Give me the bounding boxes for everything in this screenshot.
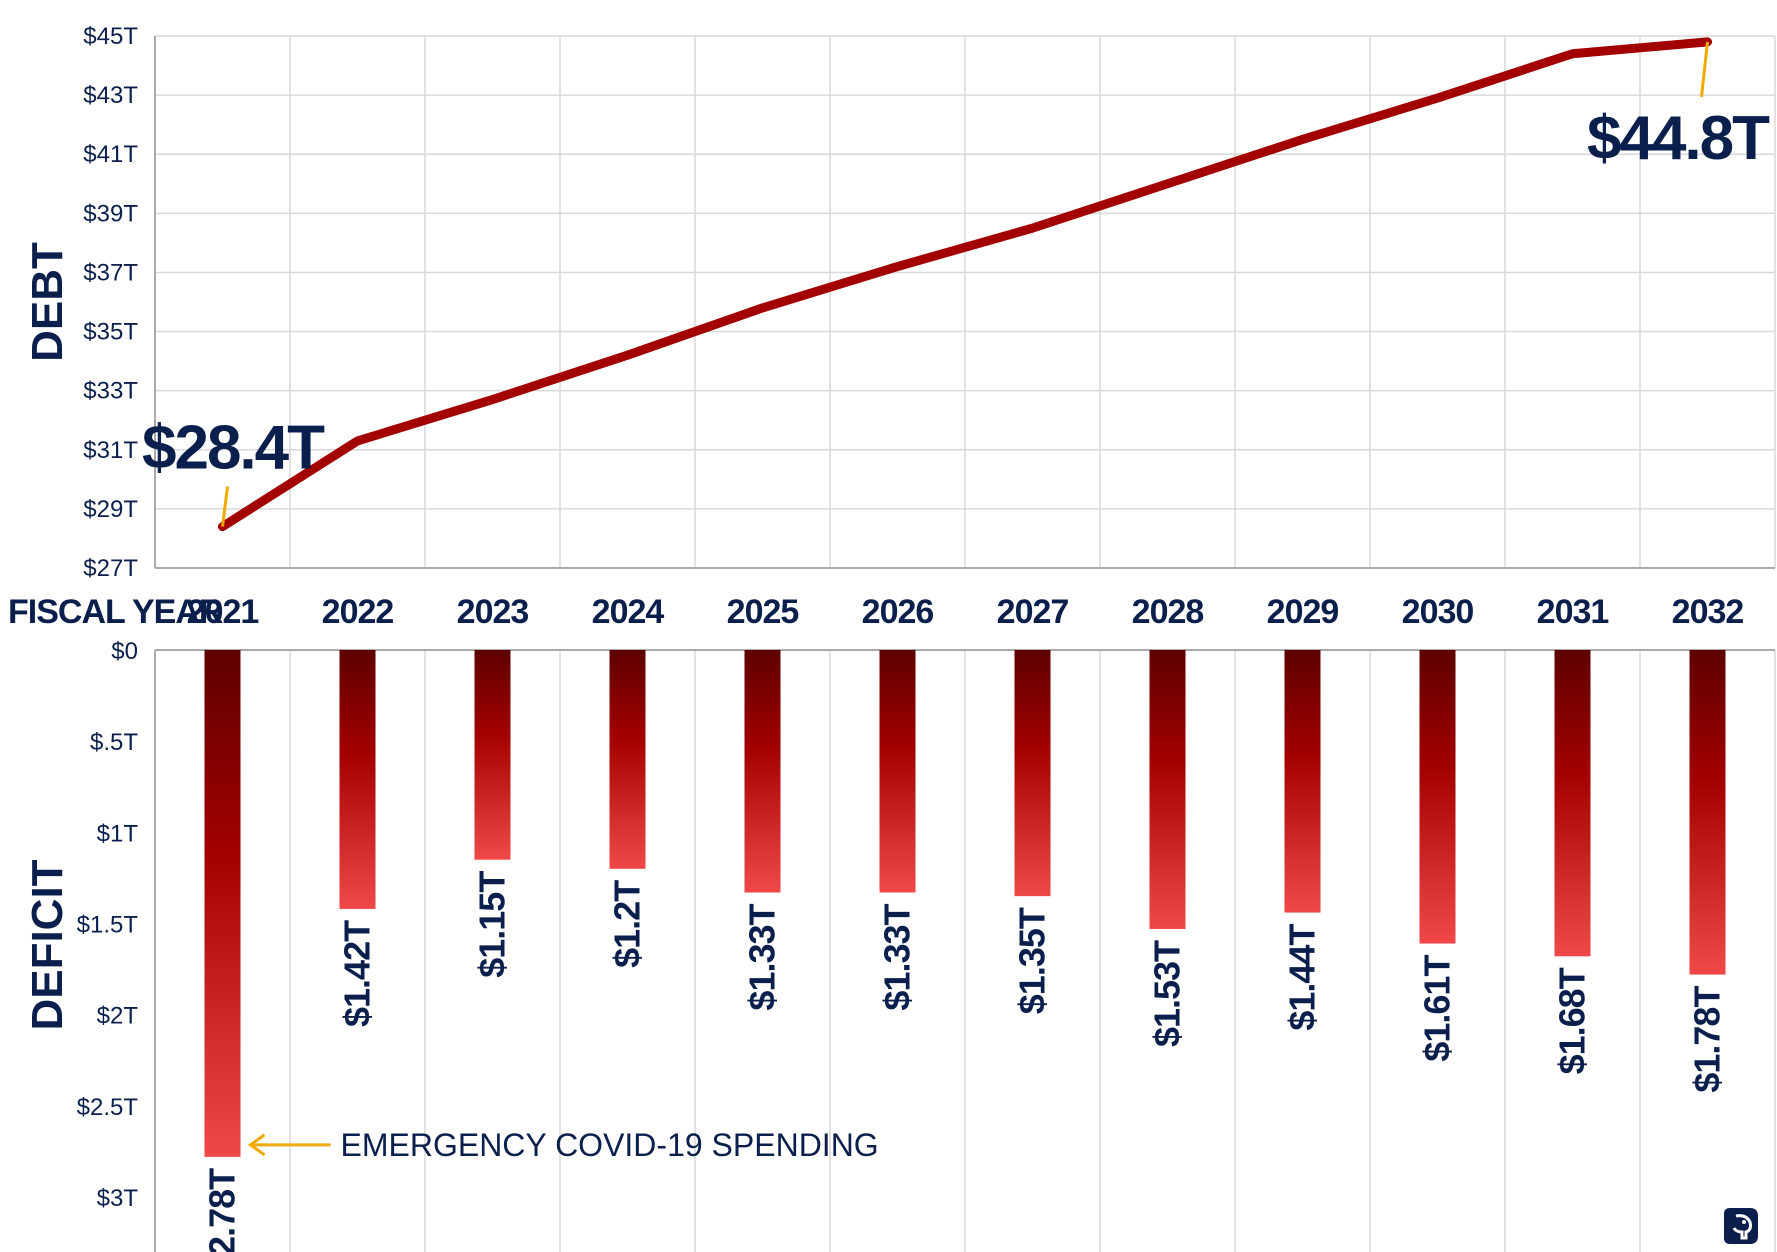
deficit-y-tick: $2T: [97, 1003, 139, 1030]
fiscal-year-label: FISCAL YEAR: [8, 593, 223, 631]
debt-y-tick: $45T: [83, 23, 138, 50]
deficit-y-tick: $1T: [97, 820, 139, 847]
deficit-y-ticks: $0 $.5T $1T $1.5T $2T $2.5T $3T: [77, 638, 139, 1212]
debt-point: [1301, 138, 1304, 141]
debt-y-tick: $29T: [83, 496, 138, 523]
deficit-bar: [339, 650, 376, 909]
deficit-y-tick: $3T: [97, 1185, 139, 1212]
deficit-bar-label: $1.33T: [742, 903, 783, 1010]
deficit-bar-label: $1.61T: [1417, 955, 1458, 1062]
year-label: 2032: [1672, 593, 1744, 631]
year-label: 2022: [322, 593, 394, 631]
year-labels: 2021 2022 2023 2024 2025 2026 2027 2028 2029 2030…: [187, 593, 1745, 631]
debt-point: [626, 354, 629, 357]
debt-point: [1166, 182, 1169, 185]
debt-y-tick: $41T: [83, 141, 138, 168]
covid-annotation: EMERGENCY COVID-19 SPENDING: [247, 1127, 879, 1163]
debt-point: [356, 439, 359, 442]
debt-point: [491, 398, 494, 401]
deficit-bar-label: $2.78T: [202, 1168, 243, 1252]
deficit-bar-label: $1.44T: [1282, 924, 1323, 1031]
callout-label-2032: $44.8T: [1587, 104, 1770, 173]
deficit-bar: [1149, 650, 1186, 929]
deficit-bar-label: $1.15T: [472, 871, 513, 978]
debt-point: [1031, 227, 1034, 230]
year-label: 2024: [592, 593, 665, 631]
year-label: 2027: [997, 593, 1069, 631]
deficit-bar: [1014, 650, 1051, 897]
debt-y-tick: $37T: [83, 259, 138, 286]
deficit-bar-label: $1.33T: [877, 903, 918, 1010]
year-label: 2021: [187, 593, 259, 631]
deficit-bars: [204, 650, 1726, 1157]
deficit-y-tick: $1.5T: [77, 912, 139, 939]
debt-y-tick: $39T: [83, 200, 138, 227]
deficit-bar-label: $1.68T: [1552, 967, 1593, 1074]
deficit-bar-label: $1.42T: [337, 920, 378, 1027]
deficit-bar-labels: $2.78T $1.42T $1.15T $1.2T $1.33T $1.33T $1.35…: [202, 871, 1728, 1252]
covid-arrow-head: [247, 1133, 266, 1157]
debt-gridlines: [154, 35, 1776, 569]
deficit-bar-label: $1.2T: [607, 880, 648, 968]
deficit-y-tick: $0: [111, 638, 138, 665]
debt-y-tick: $27T: [83, 555, 138, 582]
debt-callouts: $28.4T $44.8T: [142, 41, 1772, 527]
year-label: 2028: [1132, 593, 1204, 631]
deficit-y-tick: $2.5T: [77, 1094, 139, 1121]
debt-point: [896, 265, 899, 268]
callout-line-2021: [221, 486, 229, 527]
deficit-bar: [879, 650, 916, 893]
callout-label-2021: $28.4T: [142, 414, 325, 483]
debt-line: [218, 37, 1712, 532]
year-label: 2030: [1402, 593, 1474, 631]
debt-y-tick: $33T: [83, 378, 138, 405]
debt-point: [1436, 97, 1439, 100]
callout-line-2032: [1700, 41, 1709, 98]
year-label: 2029: [1267, 593, 1339, 631]
debt-point: [761, 306, 764, 309]
elephant-logo-icon: [1724, 1208, 1758, 1244]
deficit-bar-label: $1.78T: [1687, 986, 1728, 1093]
covid-annotation-text: EMERGENCY COVID-19 SPENDING: [341, 1127, 879, 1163]
deficit-bar: [1284, 650, 1321, 913]
deficit-y-tick: $.5T: [90, 729, 138, 756]
debt-y-ticks: $45T $43T $41T $39T $37T $35T $33T $31T $29T $27T: [83, 23, 138, 582]
deficit-bar: [204, 650, 241, 1157]
debt-y-tick: $31T: [83, 437, 138, 464]
debt-y-tick: $43T: [83, 82, 138, 109]
debt-axis-label: DEBT: [23, 242, 72, 362]
deficit-gridlines: [154, 649, 1776, 1252]
deficit-axis-label: DEFICIT: [23, 859, 72, 1030]
year-label: 2031: [1537, 593, 1609, 631]
deficit-bar: [1419, 650, 1456, 944]
deficit-bar: [474, 650, 511, 860]
deficit-bar: [609, 650, 646, 869]
deficit-bar-label: $1.35T: [1012, 907, 1053, 1014]
year-label: 2025: [727, 593, 799, 631]
deficit-bar: [744, 650, 781, 893]
debt-point: [1571, 52, 1574, 55]
deficit-bar-label: $1.53T: [1147, 940, 1188, 1047]
debt-y-tick: $35T: [83, 319, 138, 346]
year-label: 2023: [457, 593, 529, 631]
year-label: 2026: [862, 593, 934, 631]
deficit-bar: [1554, 650, 1591, 957]
deficit-bar: [1689, 650, 1726, 975]
